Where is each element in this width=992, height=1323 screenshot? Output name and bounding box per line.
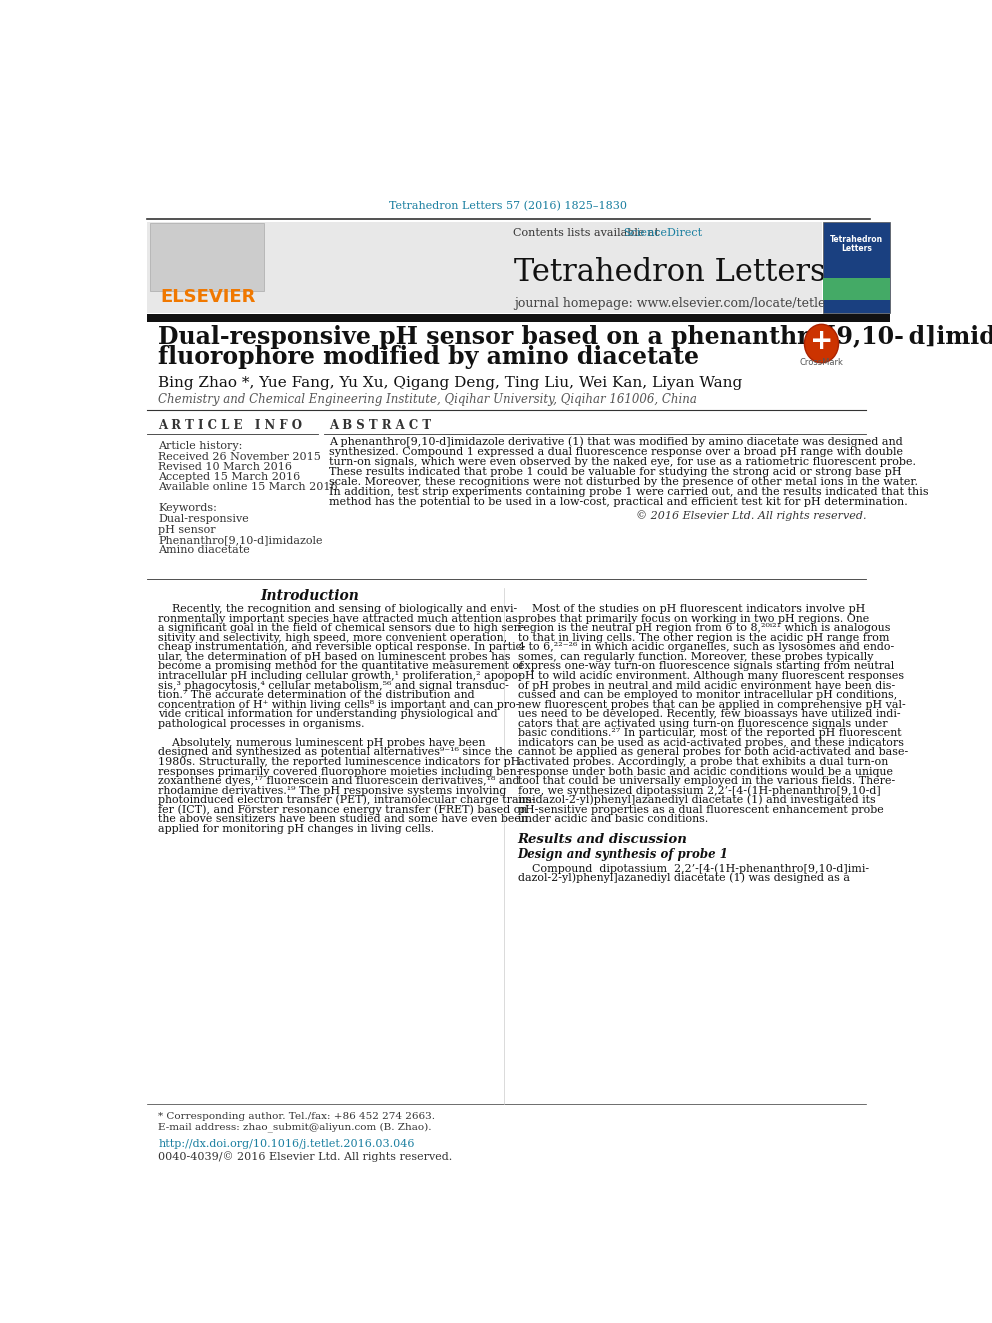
Text: fluorophore modified by amino diacetate: fluorophore modified by amino diacetate [158, 345, 699, 369]
Text: cators that are activated using turn-on fluorescence signals under: cators that are activated using turn-on … [518, 718, 887, 729]
Text: pH sensor: pH sensor [158, 524, 215, 534]
Text: turn-on signals, which were even observed by the naked eye, for use as a ratiome: turn-on signals, which were even observe… [328, 458, 916, 467]
Text: become a promising method for the quantitative measurement of: become a promising method for the quanti… [158, 662, 524, 672]
Text: imidazol-2-yl)phenyl]azanediyl diacetate (1) and investigated its: imidazol-2-yl)phenyl]azanediyl diacetate… [518, 795, 876, 806]
Text: under acidic and basic conditions.: under acidic and basic conditions. [518, 814, 708, 824]
Text: pH-sensitive properties as a dual fluorescent enhancement probe: pH-sensitive properties as a dual fluore… [518, 804, 884, 815]
Text: ues need to be developed. Recently, few bioassays have utilized indi-: ues need to be developed. Recently, few … [518, 709, 901, 720]
Text: Available online 15 March 2016: Available online 15 March 2016 [158, 482, 337, 492]
Text: tion.⁷ The accurate determination of the distribution and: tion.⁷ The accurate determination of the… [158, 691, 475, 700]
Text: A R T I C L E   I N F O: A R T I C L E I N F O [158, 419, 303, 433]
Text: to that in living cells. The other region is the acidic pH range from: to that in living cells. The other regio… [518, 632, 889, 643]
Text: region is the neutral pH region from 6 to 8,²⁰ⁱ²¹ which is analogous: region is the neutral pH region from 6 t… [518, 623, 890, 634]
Text: cannot be applied as general probes for both acid-activated and base-: cannot be applied as general probes for … [518, 747, 908, 758]
Text: * Corresponding author. Tel./fax: +86 452 274 2663.: * Corresponding author. Tel./fax: +86 45… [158, 1113, 435, 1121]
Text: sitivity and selectivity, high speed, more convenient operation,: sitivity and selectivity, high speed, mo… [158, 632, 507, 643]
Text: response under both basic and acidic conditions would be a unique: response under both basic and acidic con… [518, 766, 893, 777]
Text: Compound  dipotassium  2,2’-[4-(1H-phenanthro[9,10-d]imi-: Compound dipotassium 2,2’-[4-(1H-phenant… [518, 864, 869, 875]
Text: fore, we synthesized dipotassium 2,2’-[4-(1H-phenanthro[9,10-d]: fore, we synthesized dipotassium 2,2’-[4… [518, 786, 881, 796]
Text: pH to wild acidic environment. Although many fluorescent responses: pH to wild acidic environment. Although … [518, 671, 904, 681]
Text: synthesized. Compound 1 expressed a dual fluorescence response over a broad pH r: synthesized. Compound 1 expressed a dual… [328, 447, 903, 458]
Text: of pH probes in neutral and mild acidic environment have been dis-: of pH probes in neutral and mild acidic … [518, 680, 895, 691]
Text: Tetrahedron: Tetrahedron [830, 235, 883, 245]
Text: Design and synthesis of probe 1: Design and synthesis of probe 1 [518, 848, 728, 861]
Text: designed and synthesized as potential alternatives⁹⁻¹⁶ since the: designed and synthesized as potential al… [158, 747, 513, 758]
Bar [823, 278, 890, 300]
Text: Contents lists available at: Contents lists available at [513, 229, 663, 238]
Text: fer (ICT), and Förster resonance energy transfer (FRET) based on: fer (ICT), and Förster resonance energy … [158, 804, 528, 815]
Text: Recently, the recognition and sensing of biologically and envi-: Recently, the recognition and sensing of… [158, 605, 518, 614]
Text: applied for monitoring pH changes in living cells.: applied for monitoring pH changes in liv… [158, 824, 434, 833]
Text: Accepted 15 March 2016: Accepted 15 March 2016 [158, 472, 301, 482]
Text: new fluorescent probes that can be applied in comprehensive pH val-: new fluorescent probes that can be appli… [518, 700, 906, 709]
Text: dazol-2-yl)phenyl]azanediyl diacetate (1) was designed as a: dazol-2-yl)phenyl]azanediyl diacetate (1… [518, 873, 850, 884]
Text: ular, the determination of pH based on luminescent probes has: ular, the determination of pH based on l… [158, 652, 511, 662]
Text: intracellular pH including cellular growth,¹ proliferation,² apopo-: intracellular pH including cellular grow… [158, 671, 522, 681]
Text: +: + [809, 327, 833, 356]
Text: ELSEVIER: ELSEVIER [160, 288, 255, 307]
Text: CrossMark: CrossMark [800, 359, 843, 368]
Text: basic conditions.²⁷ In particular, most of the reported pH fluorescent: basic conditions.²⁷ In particular, most … [518, 729, 902, 738]
Text: journal homepage: www.elsevier.com/locate/tetlet: journal homepage: www.elsevier.com/locat… [514, 298, 830, 310]
Ellipse shape [805, 324, 838, 363]
Text: Received 26 November 2015: Received 26 November 2015 [158, 451, 321, 462]
Text: ScienceDirect: ScienceDirect [623, 229, 702, 238]
Text: cheap instrumentation, and reversible optical response. In partic-: cheap instrumentation, and reversible op… [158, 643, 526, 652]
Text: Letters: Letters [841, 245, 872, 253]
Text: express one-way turn-on fluorescence signals starting from neutral: express one-way turn-on fluorescence sig… [518, 662, 894, 672]
Text: Phenanthro[9,10-d]imidazole: Phenanthro[9,10-d]imidazole [158, 534, 322, 545]
Text: These results indicated that probe 1 could be valuable for studying the strong a: These results indicated that probe 1 cou… [328, 467, 901, 478]
Text: tool that could be universally employed in the various fields. There-: tool that could be universally employed … [518, 777, 895, 786]
Text: http://dx.doi.org/10.1016/j.tetlet.2016.03.046: http://dx.doi.org/10.1016/j.tetlet.2016.… [158, 1139, 415, 1150]
Text: zoxanthene dyes,¹⁷ fluorescein and fluorescein derivatives,¹⁸ and: zoxanthene dyes,¹⁷ fluorescein and fluor… [158, 777, 520, 786]
Text: pathological processes in organisms.: pathological processes in organisms. [158, 718, 365, 729]
Text: somes, can regularly function. Moreover, these probes typically: somes, can regularly function. Moreover,… [518, 652, 873, 662]
Text: Tetrahedron Letters: Tetrahedron Letters [514, 257, 825, 288]
Bar [147, 222, 821, 312]
Text: Dual-responsive pH sensor based on a phenanthro[9,10- d]imidazole: Dual-responsive pH sensor based on a phe… [158, 325, 992, 349]
Text: Results and discussion: Results and discussion [518, 833, 687, 847]
Text: Keywords:: Keywords: [158, 503, 217, 513]
Text: sis,³ phagocytosis,⁴ cellular metabolism,⁵⁶ and signal transduc-: sis,³ phagocytosis,⁴ cellular metabolism… [158, 680, 509, 691]
Text: Most of the studies on pH fluorescent indicators involve pH: Most of the studies on pH fluorescent in… [518, 605, 865, 614]
Text: Introduction: Introduction [261, 589, 359, 603]
Text: Amino diacetate: Amino diacetate [158, 545, 250, 556]
Text: rhodamine derivatives.¹⁹ The pH responsive systems involving: rhodamine derivatives.¹⁹ The pH responsi… [158, 786, 507, 795]
Bar [150, 224, 264, 291]
Text: 4 to 6,²²⁻²⁶ in which acidic organelles, such as lysosomes and endo-: 4 to 6,²²⁻²⁶ in which acidic organelles,… [518, 643, 894, 652]
Text: Dual-responsive: Dual-responsive [158, 515, 249, 524]
Text: vide critical information for understanding physiological and: vide critical information for understand… [158, 709, 498, 720]
Bar [823, 222, 890, 312]
Text: Tetrahedron Letters 57 (2016) 1825–1830: Tetrahedron Letters 57 (2016) 1825–1830 [390, 201, 627, 212]
Text: Chemistry and Chemical Engineering Institute, Qiqihar University, Qiqihar 161006: Chemistry and Chemical Engineering Insti… [158, 393, 697, 406]
Text: method has the potential to be used in a low-cost, practical and efficient test : method has the potential to be used in a… [328, 497, 908, 507]
Text: concentration of H⁺ within living cells⁸ is important and can pro-: concentration of H⁺ within living cells⁸… [158, 700, 520, 709]
Text: activated probes. Accordingly, a probe that exhibits a dual turn-on: activated probes. Accordingly, a probe t… [518, 757, 888, 767]
Text: A B S T R A C T: A B S T R A C T [328, 419, 431, 433]
Text: photoinduced electron transfer (PET), intramolecular charge trans-: photoinduced electron transfer (PET), in… [158, 795, 536, 806]
Text: a significant goal in the field of chemical sensors due to high sen-: a significant goal in the field of chemi… [158, 623, 525, 634]
Text: ronmentally important species have attracted much attention as: ronmentally important species have attra… [158, 614, 518, 623]
Text: A phenanthro[9,10-d]imidazole derivative (1) that was modified by amino diacetat: A phenanthro[9,10-d]imidazole derivative… [328, 437, 903, 447]
Text: cussed and can be employed to monitor intracellular pH conditions,: cussed and can be employed to monitor in… [518, 691, 897, 700]
Text: In addition, test strip experiments containing probe 1 were carried out, and the: In addition, test strip experiments cont… [328, 487, 929, 497]
Text: Article history:: Article history: [158, 441, 242, 451]
Text: Revised 10 March 2016: Revised 10 March 2016 [158, 462, 292, 472]
Text: Absolutely, numerous luminescent pH probes have been: Absolutely, numerous luminescent pH prob… [158, 738, 486, 747]
Text: Bing Zhao *, Yue Fang, Yu Xu, Qigang Deng, Ting Liu, Wei Kan, Liyan Wang: Bing Zhao *, Yue Fang, Yu Xu, Qigang Den… [158, 376, 742, 390]
Text: indicators can be used as acid-activated probes, and these indicators: indicators can be used as acid-activated… [518, 738, 904, 747]
Text: scale. Moreover, these recognitions were not disturbed by the presence of other : scale. Moreover, these recognitions were… [328, 478, 918, 487]
Text: 1980s. Structurally, the reported luminescence indicators for pH: 1980s. Structurally, the reported lumine… [158, 757, 521, 767]
Bar [147, 315, 890, 321]
Text: 0040-4039/© 2016 Elsevier Ltd. All rights reserved.: 0040-4039/© 2016 Elsevier Ltd. All right… [158, 1151, 452, 1162]
Text: © 2016 Elsevier Ltd. All rights reserved.: © 2016 Elsevier Ltd. All rights reserved… [636, 509, 866, 521]
Text: responses primarily covered fluorophore moieties including ben-: responses primarily covered fluorophore … [158, 766, 521, 777]
Text: probes that primarily focus on working in two pH regions. One: probes that primarily focus on working i… [518, 614, 869, 623]
Text: E-mail address: zhao_submit@aliyun.com (B. Zhao).: E-mail address: zhao_submit@aliyun.com (… [158, 1122, 432, 1132]
Text: the above sensitizers have been studied and some have even been: the above sensitizers have been studied … [158, 814, 528, 824]
